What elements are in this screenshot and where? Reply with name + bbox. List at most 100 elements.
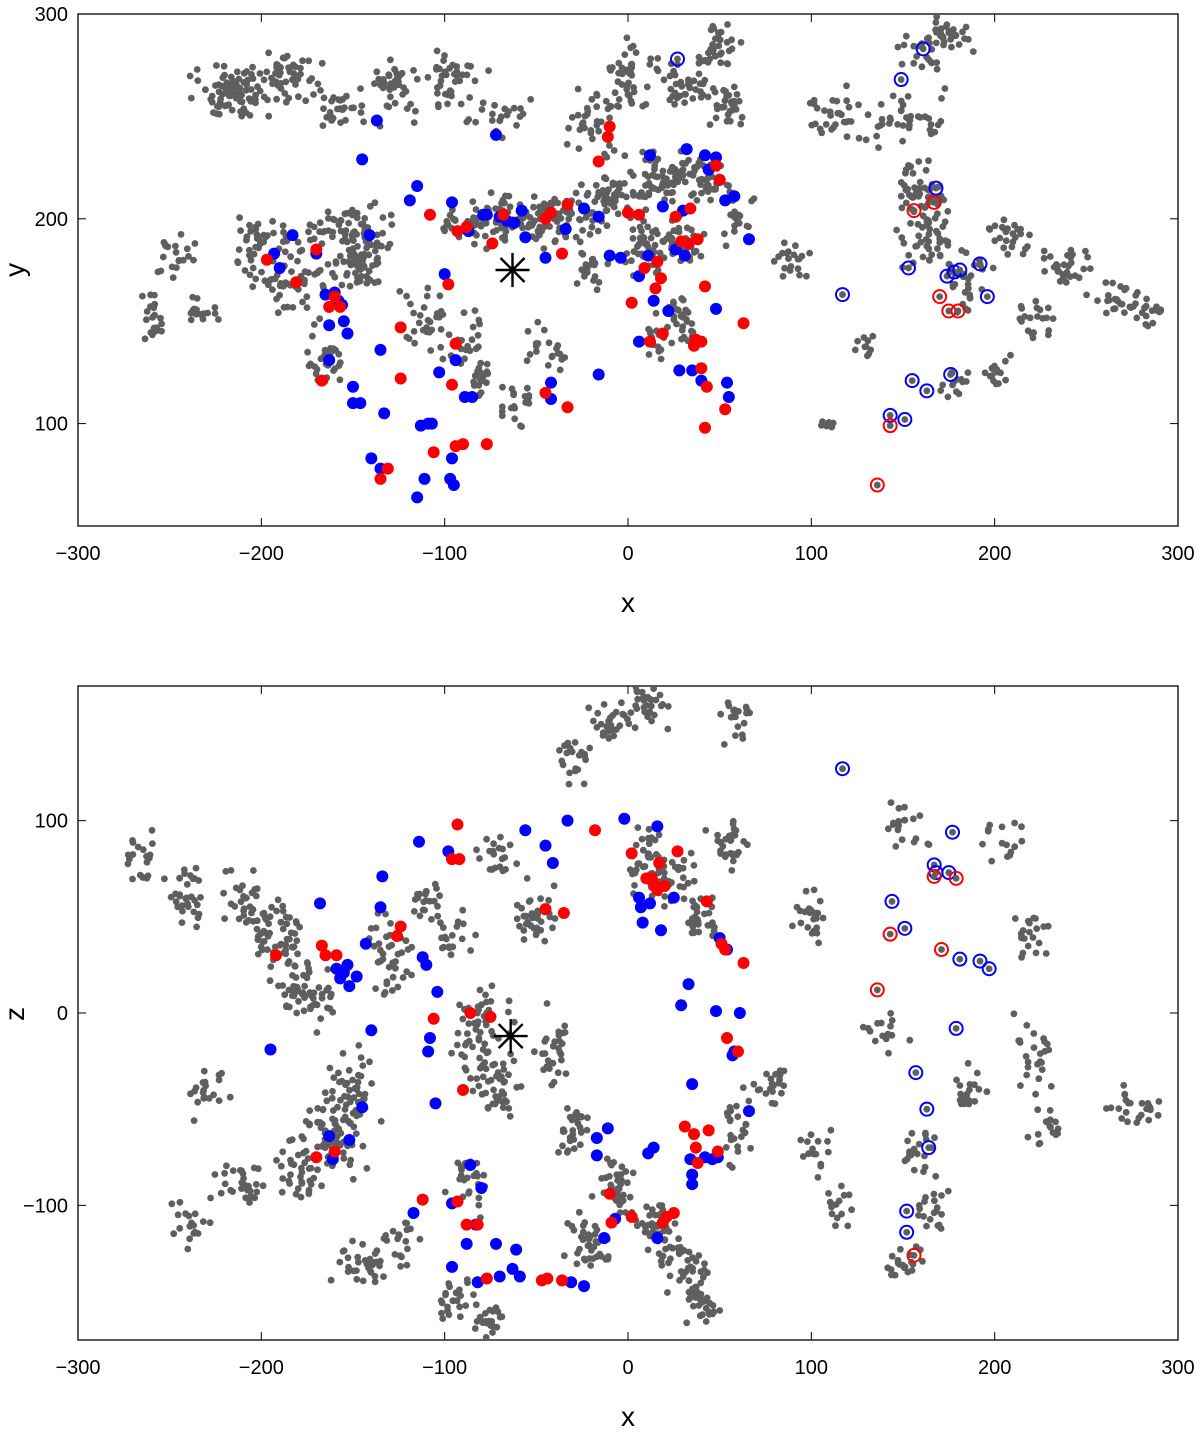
gray-point [688,226,695,234]
gray-point [194,77,202,84]
gray-point [730,97,738,105]
gray-point [1122,1108,1130,1116]
gray-point [436,65,443,73]
gray-point [416,912,424,920]
gray-point [195,910,203,918]
gray-point [606,114,613,122]
gray-point [819,914,827,922]
gray-point [439,1315,447,1322]
gray-point [1000,216,1008,224]
gray-point [474,1003,482,1011]
gray-point [1062,279,1070,286]
blue-open-point [948,1020,964,1036]
gray-point [264,932,272,940]
gray-point [221,1169,229,1177]
blue-filled-point [675,999,688,1012]
gray-point [568,1222,576,1230]
gray-point [648,1206,656,1214]
gray-point [318,990,326,998]
gray-point [457,100,465,108]
red-filled-point [656,327,669,340]
gray-point [483,998,490,1006]
gray-point [193,901,201,909]
gray-point [404,1245,411,1253]
gray-point [321,1089,329,1097]
gray-point [904,185,912,193]
gray-point [499,1060,507,1068]
gray-point [319,122,327,129]
gray-point [368,1080,375,1087]
gray-point [211,310,219,317]
gray-point [484,1048,492,1056]
gray-point [329,215,337,223]
gray-point [565,124,572,132]
gray-point [207,1194,215,1202]
blue-filled-point [411,491,424,504]
gray-point [347,1119,354,1127]
gray-point [926,1216,934,1223]
blue-open-point [882,407,898,423]
gray-point [306,989,314,996]
gray-point [634,824,642,831]
gray-point [253,925,261,933]
gray-point [284,280,291,288]
gray-point [476,1313,484,1321]
red-filled-point [737,317,750,330]
gray-point [361,1257,369,1264]
gray-point [192,1084,200,1091]
red-filled-point [719,943,732,956]
gray-point [511,415,519,423]
gray-point [244,1186,251,1194]
gray-point [358,102,366,109]
gray-point [1018,953,1025,961]
gray-point [707,196,714,204]
gray-point [561,1029,569,1036]
gray-point [579,1222,587,1229]
gray-point [247,227,255,235]
blue-filled-point [565,1276,578,1289]
gray-point [740,719,748,727]
gray-point [388,941,396,949]
gray-point [316,219,324,227]
gray-point [944,1187,952,1195]
red-filled-point [457,438,469,451]
blue-open-point [884,893,900,909]
gray-point [412,107,419,115]
gray-point [289,304,297,311]
gray-point [510,1057,518,1065]
gray-point [583,269,591,276]
gray-point [829,97,837,104]
gray-point [1084,253,1091,261]
gray-point [478,106,486,113]
gray-point [1040,923,1048,930]
gray-point [745,1097,753,1105]
gray-point [918,63,926,71]
gray-point [385,963,393,971]
gray-point [363,1164,371,1172]
red-filled-point [315,939,328,952]
gray-point [733,1102,740,1110]
gray-point [669,197,676,205]
gray-point [618,699,625,707]
gray-point [340,1155,348,1162]
gray-point [871,1037,879,1045]
gray-point [471,240,478,248]
gray-point [242,86,250,94]
red-open-point [948,870,964,886]
gray-point [1110,305,1117,313]
gray-point [359,1142,367,1150]
gray-point [925,230,933,238]
gray-point [498,403,506,411]
gray-point [675,224,683,232]
gray-point [306,1121,313,1129]
gray-point [645,840,653,848]
gray-point [716,1307,724,1314]
gray-point [916,184,923,192]
gray-point [433,47,441,55]
gray-point [817,1162,825,1170]
gray-point [387,56,394,64]
gray-point [542,1035,550,1043]
gray-point [1030,1030,1038,1037]
gray-point [575,145,583,153]
gray-point [229,1167,237,1174]
